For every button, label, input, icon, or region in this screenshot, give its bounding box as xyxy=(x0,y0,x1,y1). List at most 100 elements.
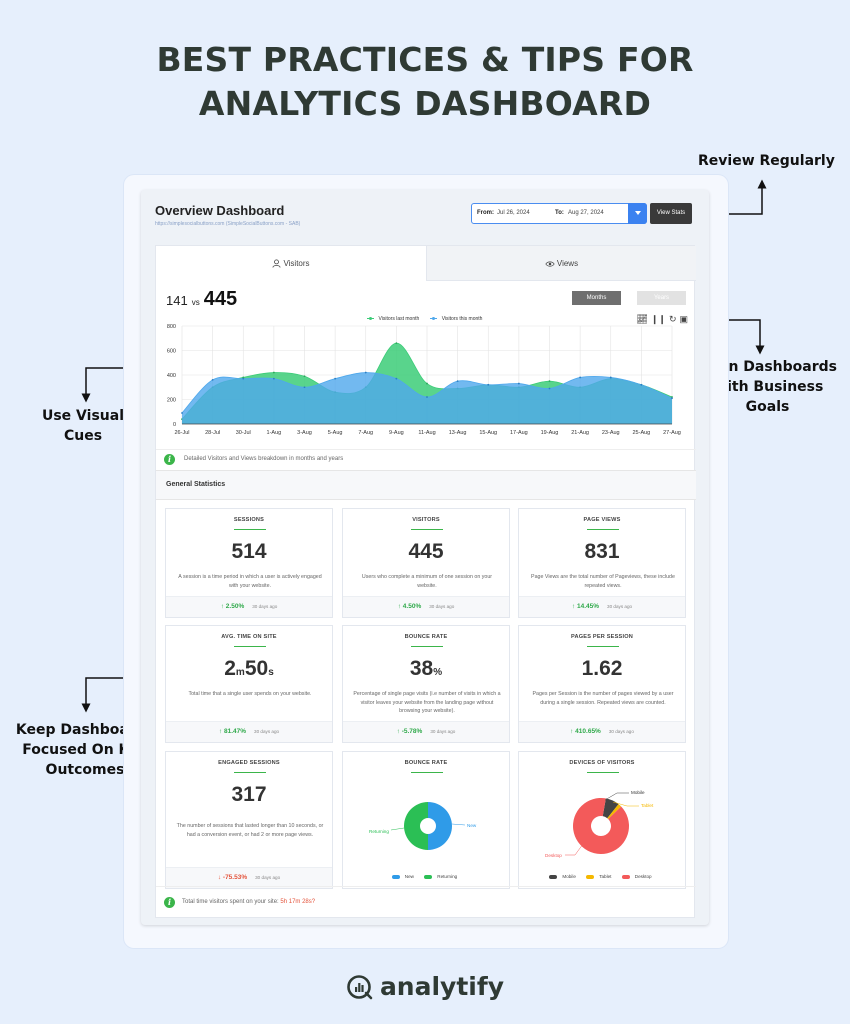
leader-desktop xyxy=(565,843,584,856)
time-spent-label: Total time visitors spent on your site: xyxy=(182,899,279,905)
area-chart-svg: 0 200 400 600 800 26-Jul 28-Jul 30-Jul 1-Aug 3-Au… xyxy=(167,324,681,436)
legend-desktop-label: Desktop xyxy=(634,874,652,879)
vs-label: vs xyxy=(191,298,200,307)
brand-footer: analytify xyxy=(0,972,850,1001)
x-tick-label: 27-Aug xyxy=(663,430,681,436)
chart-info-text: Detailed Visitors and Views breakdown in… xyxy=(184,456,344,462)
bar-chart-icon[interactable]: ❙❙ xyxy=(650,314,666,324)
months-button[interactable]: Months xyxy=(572,291,621,305)
stat-card-visitors: VISITORS 445 Users who complete a minimu… xyxy=(342,508,510,618)
callout-focus-line-2: Focused On Key xyxy=(22,742,148,758)
stat-title: SESSIONS xyxy=(233,517,265,523)
title-underline xyxy=(234,646,266,647)
info-icon: i xyxy=(164,454,175,465)
legend-returning[interactable]: Returning xyxy=(424,874,460,879)
devices-donut-legend: Mobile Tablet Desktop xyxy=(519,874,685,879)
series-point-1 xyxy=(548,387,551,390)
legend-tablet-label: Tablet xyxy=(599,874,612,879)
stat-change: 2.50% xyxy=(225,603,245,610)
stat-card-page-views: PAGE VIEWS 831 Page Views are the total … xyxy=(518,508,686,618)
series-point-0 xyxy=(303,375,306,378)
stat-card-avg-time: AVG. TIME ON SITE 2m50s Total time that … xyxy=(165,625,333,743)
to-date-input[interactable]: Aug 27, 2024 xyxy=(568,210,604,216)
tab-visitors[interactable]: Visitors xyxy=(156,246,426,281)
line-chart-icon[interactable]: 📈︎ xyxy=(636,314,648,324)
analytify-logo-icon xyxy=(347,974,373,999)
seconds-unit: s xyxy=(268,667,274,678)
donut-slice-returning[interactable] xyxy=(404,802,428,850)
visitor-comparison: 141 vs 445 xyxy=(166,288,237,311)
trend-up-icon: ↑ xyxy=(396,728,402,735)
date-range-picker[interactable]: From: Jul 26, 2024 To: Aug 27, 2024 xyxy=(471,203,647,224)
visitors-chart: Visitors last month Visitors this month … xyxy=(156,314,696,442)
to-label: To: xyxy=(555,210,564,216)
stat-value: 2m50s xyxy=(166,657,332,681)
x-tick-label: 1-Aug xyxy=(267,430,282,436)
stat-ago: 30 days ago xyxy=(252,604,278,609)
callout-visual-line-1: Use Visual xyxy=(41,408,124,424)
stat-change: -5.78% xyxy=(401,728,423,735)
x-tick-label: 26-Jul xyxy=(175,430,190,436)
tab-views[interactable]: Views xyxy=(426,246,696,281)
legend-new[interactable]: New xyxy=(391,874,417,879)
callout-review-regularly: Review Regularly xyxy=(698,153,835,169)
title-underline xyxy=(411,646,443,647)
view-stats-button[interactable]: View Stats xyxy=(650,203,692,224)
stat-footer: ↑ 81.47% 30 days ago xyxy=(166,721,332,742)
stat-change: 4.50% xyxy=(402,603,422,610)
legend-this-month-label: Visitors this month xyxy=(441,316,483,322)
stat-description: The number of sessions that lasted longe… xyxy=(176,823,324,838)
leader-returning xyxy=(390,827,405,831)
date-dropdown-button[interactable] xyxy=(628,203,647,224)
stat-footer: ↑ 410.65% 30 days ago xyxy=(519,721,685,742)
save-icon[interactable]: ▣ xyxy=(679,314,688,324)
callout-focus-line-3: Outcomes xyxy=(45,762,125,778)
legend-mobile[interactable]: Mobile xyxy=(549,874,579,879)
series-area-1 xyxy=(182,372,672,424)
current-visitors: 445 xyxy=(203,288,238,310)
series-point-0 xyxy=(272,371,275,374)
legend-tablet[interactable]: Tablet xyxy=(586,874,614,879)
seconds-value: 50 xyxy=(244,657,269,680)
x-tick-label: 28-Jul xyxy=(205,430,220,436)
legend-desktop[interactable]: Desktop xyxy=(621,874,655,879)
x-tick-label: 7-Aug xyxy=(358,430,373,436)
trend-up-icon: ↑ xyxy=(218,728,224,735)
stat-value: 831 xyxy=(584,540,620,563)
series-point-1 xyxy=(364,371,367,374)
x-tick-label: 21-Aug xyxy=(571,430,589,436)
legend-this-month[interactable]: Visitors this month xyxy=(429,316,486,322)
stat-ago: 30 days ago xyxy=(608,729,634,734)
title-underline xyxy=(234,529,266,530)
title-underline xyxy=(411,529,443,530)
donut-slice-desktop[interactable] xyxy=(573,798,629,854)
callout-focus-outcomes: Keep Dashboards Focused On Key Outcomes xyxy=(10,720,160,780)
headline-line-2: ANALYTICS DASHBOARD xyxy=(198,84,652,123)
legend-new-label: New xyxy=(404,874,414,879)
title-underline xyxy=(587,772,619,773)
donut-slice-new[interactable] xyxy=(428,802,452,850)
years-button[interactable]: Years xyxy=(637,291,686,305)
time-spent-bar: i Total time visitors spent on your site… xyxy=(156,886,696,918)
percent-unit: % xyxy=(433,667,443,678)
headline-line-1: BEST PRACTICES & TIPS FOR xyxy=(156,40,694,79)
devices-donut-card: DEVICES OF VISITORS Mobile Tablet Deskto… xyxy=(518,751,686,889)
minutes-value: 2 xyxy=(224,657,236,680)
stat-change: 410.65% xyxy=(575,728,601,735)
callout-visual-line-2: Cues xyxy=(63,428,103,444)
donut-slice-tablet[interactable] xyxy=(607,804,622,820)
legend-last-month[interactable]: Visitors last month xyxy=(366,316,423,322)
series-point-1 xyxy=(303,386,306,389)
from-date-input[interactable]: Jul 26, 2024 xyxy=(497,210,530,216)
stat-ago: 30 days ago xyxy=(430,729,456,734)
refresh-icon[interactable]: ↻ xyxy=(668,314,677,324)
series-point-1 xyxy=(640,383,643,386)
general-statistics-header: General Statistics xyxy=(156,470,696,500)
donut-slice-mobile[interactable] xyxy=(602,798,619,819)
title-underline xyxy=(234,772,266,773)
stat-description: A session is a time period in which a us… xyxy=(178,574,322,589)
site-url-link[interactable]: https://simplesocialbuttons.com (SimpleS… xyxy=(155,221,301,227)
trend-up-icon: ↑ xyxy=(571,603,577,610)
series-point-1 xyxy=(671,397,673,400)
y-tick-label: 400 xyxy=(167,373,176,379)
